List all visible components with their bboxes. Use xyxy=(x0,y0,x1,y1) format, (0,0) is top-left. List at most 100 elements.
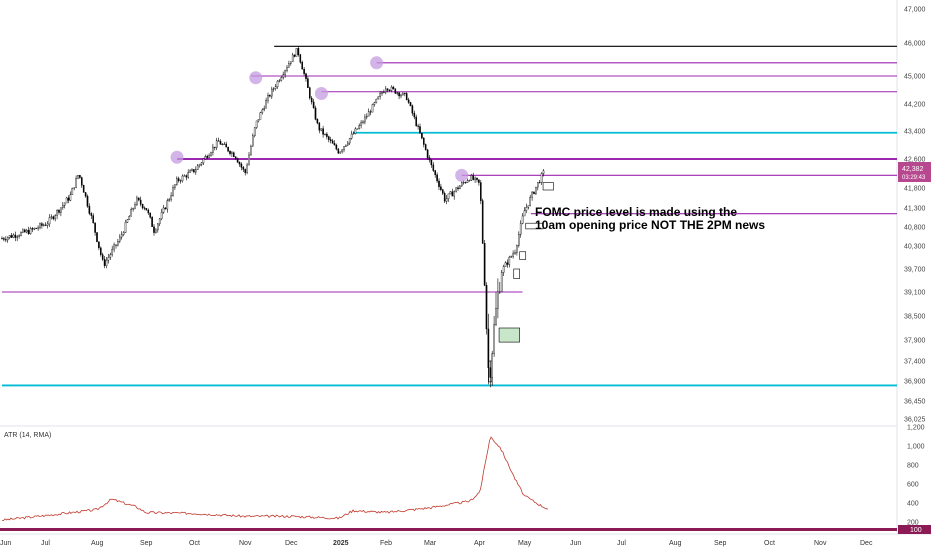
candle-body xyxy=(265,100,267,109)
highlight-circle xyxy=(249,71,263,85)
candle xyxy=(225,141,228,148)
candle xyxy=(98,241,100,251)
candle-body xyxy=(481,200,484,244)
candle-body xyxy=(459,185,461,190)
candle xyxy=(278,79,281,83)
candle xyxy=(63,202,66,209)
candle-body xyxy=(335,144,338,150)
candle-body xyxy=(175,178,178,185)
candle xyxy=(107,253,110,264)
candle xyxy=(109,252,112,261)
candle-body xyxy=(255,120,258,128)
last-price-value: 42,382 xyxy=(902,166,924,173)
candle xyxy=(318,122,321,134)
candle xyxy=(525,203,528,214)
candle-body xyxy=(253,127,256,137)
candle-body xyxy=(352,133,355,135)
candle-body xyxy=(472,175,475,180)
candle-body xyxy=(284,70,286,75)
candle-body xyxy=(204,156,207,160)
candle-body xyxy=(499,291,501,293)
candle-body xyxy=(329,139,332,142)
candle xyxy=(35,227,37,229)
candle-body xyxy=(371,104,374,113)
candle-body xyxy=(428,157,431,161)
candle xyxy=(236,157,239,163)
candle xyxy=(22,228,24,234)
atr-tick-label: 600 xyxy=(907,482,919,489)
candle-body xyxy=(153,226,155,233)
candle xyxy=(151,215,153,227)
time-tick-label: Oct xyxy=(189,540,200,547)
candle-body xyxy=(438,180,440,187)
candle-body xyxy=(278,80,281,82)
candle-body xyxy=(436,174,438,182)
candle-body xyxy=(333,143,336,146)
candle-body xyxy=(223,143,226,145)
candle-body xyxy=(470,175,473,181)
candle-body xyxy=(354,128,357,134)
indicator-label[interactable]: ATR (14, RMA) xyxy=(4,432,51,439)
candle xyxy=(75,175,77,189)
candle-body xyxy=(417,125,419,127)
candle xyxy=(44,222,47,226)
time-tick-label: Sep xyxy=(140,540,153,547)
candle-body xyxy=(523,210,526,217)
candle-body xyxy=(388,89,391,91)
candle-body xyxy=(96,232,98,242)
candle-body xyxy=(301,61,304,70)
candle xyxy=(493,315,495,357)
candle xyxy=(56,209,58,220)
candle xyxy=(398,92,400,100)
candle-body xyxy=(58,210,60,213)
candle-body xyxy=(117,241,119,246)
candle-body xyxy=(134,204,136,209)
candle xyxy=(27,226,30,235)
candle-body xyxy=(215,140,218,148)
candle-body xyxy=(170,195,172,200)
candle-body xyxy=(474,177,476,180)
candle xyxy=(126,219,129,224)
candle-body xyxy=(248,154,250,166)
candle-body xyxy=(411,105,414,114)
time-tick-label: May xyxy=(518,540,532,547)
candle-body xyxy=(383,91,385,94)
price-tick-label: 41,300 xyxy=(904,206,926,213)
candle-body xyxy=(54,215,56,220)
candle xyxy=(206,154,209,160)
candle-body xyxy=(497,291,499,309)
candle-body xyxy=(37,227,39,229)
candle xyxy=(297,46,300,57)
candle xyxy=(96,232,98,243)
atr-tick-label: 1,000 xyxy=(907,444,925,451)
candle-body xyxy=(62,205,64,208)
time-tick-label: Feb xyxy=(380,540,392,547)
candle xyxy=(506,259,509,268)
candle-body xyxy=(24,229,26,233)
candle xyxy=(181,174,184,183)
highlight-circle xyxy=(455,168,469,182)
candle xyxy=(8,235,11,240)
candle xyxy=(373,101,376,107)
candle xyxy=(459,185,461,190)
candle-body xyxy=(48,217,51,225)
candle xyxy=(168,197,171,202)
candle xyxy=(189,169,191,173)
candle-body xyxy=(259,112,262,120)
candle-body xyxy=(118,236,121,242)
atr-value-badge: 100 xyxy=(898,525,931,534)
candle-body xyxy=(377,96,380,100)
candle-body xyxy=(419,126,421,134)
candle-body xyxy=(242,167,245,170)
candle xyxy=(12,233,15,239)
candle-body xyxy=(491,353,494,378)
price-tick-label: 39,700 xyxy=(904,267,926,274)
candle-body xyxy=(80,177,83,186)
candle-body xyxy=(295,48,298,57)
candle xyxy=(48,214,51,228)
candle-body xyxy=(373,102,376,105)
price-tick-label: 36,450 xyxy=(904,399,926,406)
candle-body xyxy=(56,210,58,216)
candle-body xyxy=(250,145,252,156)
